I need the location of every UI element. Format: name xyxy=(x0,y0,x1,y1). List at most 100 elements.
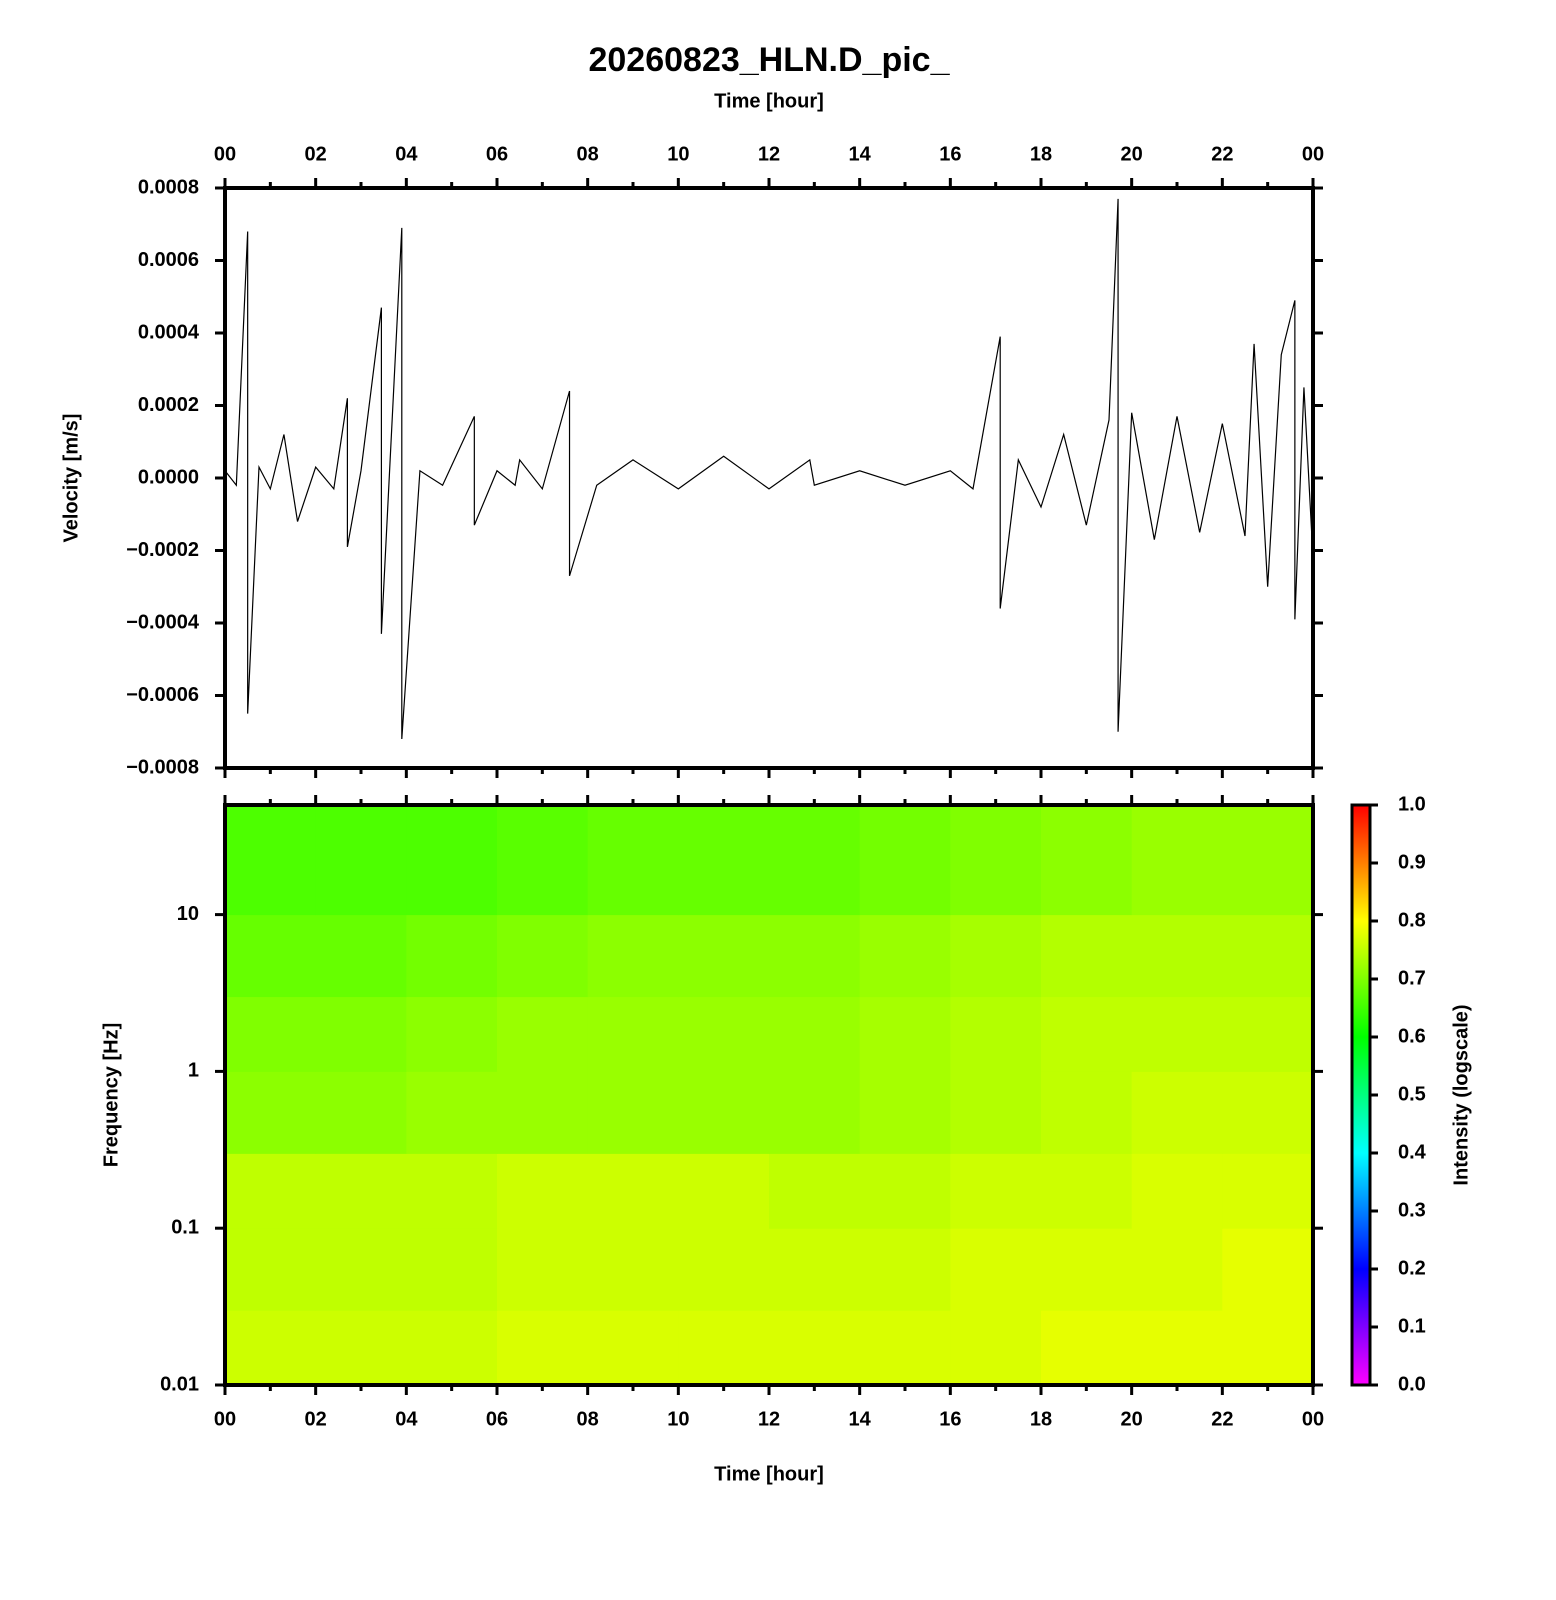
x-tick-label: 02 xyxy=(305,1408,327,1430)
heatmap-cell xyxy=(497,1071,589,1154)
heatmap-cell xyxy=(950,1071,1042,1154)
heatmap-cell xyxy=(587,1310,679,1386)
x-tick-label: 04 xyxy=(395,1408,418,1430)
colorbar-tick-label: 0.1 xyxy=(1398,1315,1426,1337)
heatmap-cell xyxy=(1041,1310,1133,1386)
y-tick-label: 0.0006 xyxy=(138,249,199,271)
y-tick-label: −0.0008 xyxy=(126,756,199,778)
heatmap-cell xyxy=(225,805,317,916)
heatmap-cell xyxy=(587,1228,679,1311)
x-tick-label: 00 xyxy=(214,143,236,165)
heatmap-cell xyxy=(859,914,951,998)
heatmap-cell xyxy=(678,996,770,1072)
heatmap-cell xyxy=(769,805,861,916)
y-tick-label: −0.0006 xyxy=(126,684,199,706)
heatmap-cell xyxy=(769,1310,861,1386)
x-tick-label: 14 xyxy=(849,1408,872,1430)
heatmap-cell xyxy=(950,805,1042,916)
x-tick-label: 08 xyxy=(577,1408,599,1430)
heatmap-cell xyxy=(859,1153,951,1229)
x-axis-label: Time [hour] xyxy=(714,90,824,112)
heatmap-cell xyxy=(587,1153,679,1229)
heatmap-cell xyxy=(1131,1228,1223,1311)
y-tick-label: 0.0008 xyxy=(138,176,199,198)
heatmap-cell xyxy=(950,1228,1042,1311)
x-tick-label: 06 xyxy=(486,1408,508,1430)
y-tick-label: 10 xyxy=(177,903,199,925)
heatmap-cell xyxy=(678,914,770,998)
heatmap-cell xyxy=(1131,1071,1223,1154)
heatmap-cell xyxy=(1041,1153,1133,1229)
x-tick-label: 16 xyxy=(939,143,961,165)
heatmap-cell xyxy=(1222,996,1314,1072)
y-axis-label: Velocity [m/s] xyxy=(60,414,82,543)
heatmap-cell xyxy=(769,1228,861,1311)
heatmap-cell xyxy=(1041,914,1133,998)
heatmap-cell xyxy=(497,1228,589,1311)
colorbar-tick-label: 0.0 xyxy=(1398,1373,1426,1395)
colorbar-tick-label: 0.4 xyxy=(1398,1141,1427,1163)
colorbar-tick-label: 0.7 xyxy=(1398,967,1426,989)
heatmap-cell xyxy=(678,1310,770,1386)
heatmap-cell xyxy=(950,914,1042,998)
heatmap-cell xyxy=(950,996,1042,1072)
colorbar-tick-label: 0.8 xyxy=(1398,909,1426,931)
heatmap-cell xyxy=(225,996,317,1072)
y-tick-label: 1 xyxy=(188,1060,199,1082)
waveform xyxy=(224,198,1314,740)
x-tick-label: 20 xyxy=(1121,1408,1143,1430)
heatmap-cell xyxy=(406,1310,498,1386)
heatmap-cell xyxy=(769,914,861,998)
heatmap-cell xyxy=(1041,996,1133,1072)
colorbar-tick-label: 1.0 xyxy=(1398,793,1426,815)
x-tick-label: 22 xyxy=(1211,1408,1233,1430)
heatmap-cell xyxy=(315,1310,407,1386)
y-tick-label: 0.0002 xyxy=(138,394,199,416)
heatmap-cell xyxy=(950,1310,1042,1386)
heatmap-cell xyxy=(406,805,498,916)
colorbar-label: Intensity (logscale) xyxy=(1450,1004,1472,1185)
heatmap-cell xyxy=(315,1153,407,1229)
heatmap-cell xyxy=(587,914,679,998)
heatmap-cell xyxy=(769,996,861,1072)
chart-title: 20260823_HLN.D_pic_ xyxy=(588,41,950,79)
x-axis-label: Time [hour] xyxy=(714,1463,824,1485)
heatmap-cell xyxy=(769,1071,861,1154)
heatmap-cell xyxy=(769,1153,861,1229)
heatmap-cell xyxy=(1222,1310,1314,1386)
y-axis-label: Frequency [Hz] xyxy=(100,1023,122,1167)
heatmap-cell xyxy=(225,1153,317,1229)
x-tick-label: 10 xyxy=(667,143,689,165)
x-tick-label: 14 xyxy=(849,143,872,165)
heatmap-cell xyxy=(859,1310,951,1386)
x-tick-label: 12 xyxy=(758,1408,780,1430)
x-tick-label: 18 xyxy=(1030,143,1052,165)
heatmap-cell xyxy=(315,1228,407,1311)
heatmap-cell xyxy=(497,1153,589,1229)
heatmap-cell xyxy=(225,914,317,998)
heatmap-cell xyxy=(1131,1153,1223,1229)
heatmap-cell xyxy=(1041,1228,1133,1311)
heatmap-cell xyxy=(406,914,498,998)
heatmap-cell xyxy=(406,1228,498,1311)
heatmap-cell xyxy=(406,1071,498,1154)
heatmap-cell xyxy=(497,1310,589,1386)
heatmap-cell xyxy=(950,1153,1042,1229)
x-tick-label: 00 xyxy=(1302,143,1324,165)
colorbar-tick-label: 0.2 xyxy=(1398,1257,1426,1279)
colorbar xyxy=(1350,803,1372,1387)
heatmap-cell xyxy=(315,1071,407,1154)
heatmap-cell xyxy=(406,1153,498,1229)
y-tick-label: 0.1 xyxy=(171,1216,199,1238)
heatmap-cell xyxy=(315,996,407,1072)
plot-frame xyxy=(223,186,1315,770)
x-tick-label: 18 xyxy=(1030,1408,1052,1430)
x-tick-label: 20 xyxy=(1121,143,1143,165)
heatmap-cell xyxy=(315,914,407,998)
heatmap-cell xyxy=(1222,805,1314,916)
heatmap-cell xyxy=(1041,805,1133,916)
heatmap-cell xyxy=(1131,805,1223,916)
heatmap-cell xyxy=(678,1153,770,1229)
heatmap-cell xyxy=(587,1071,679,1154)
